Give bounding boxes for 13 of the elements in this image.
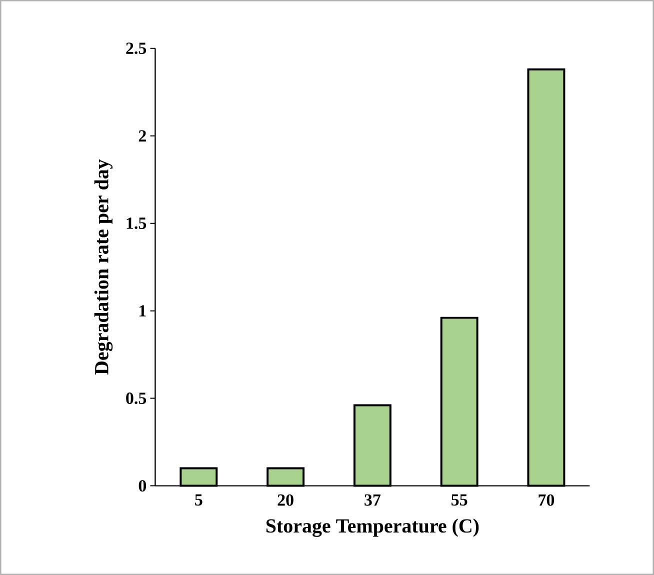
y-tick-label: 0.5 <box>126 392 146 404</box>
y-axis-title: Degradation rate per day <box>94 159 113 375</box>
y-tick-label: 1.5 <box>126 218 146 229</box>
x-axis-title: Storage Temperature (C) <box>266 518 479 537</box>
x-tick-label: 5 <box>195 494 202 506</box>
y-tick-label: 2.5 <box>126 42 146 54</box>
x-tick-label: 55 <box>452 494 468 506</box>
y-tick-label: 1 <box>140 305 146 316</box>
x-tick-label: 37 <box>364 494 381 506</box>
x-tick-label: 70 <box>538 494 554 506</box>
y-tick-label: 2 <box>138 130 146 142</box>
y-tick-label: 0 <box>138 480 146 492</box>
x-tick-label: 20 <box>278 494 294 506</box>
